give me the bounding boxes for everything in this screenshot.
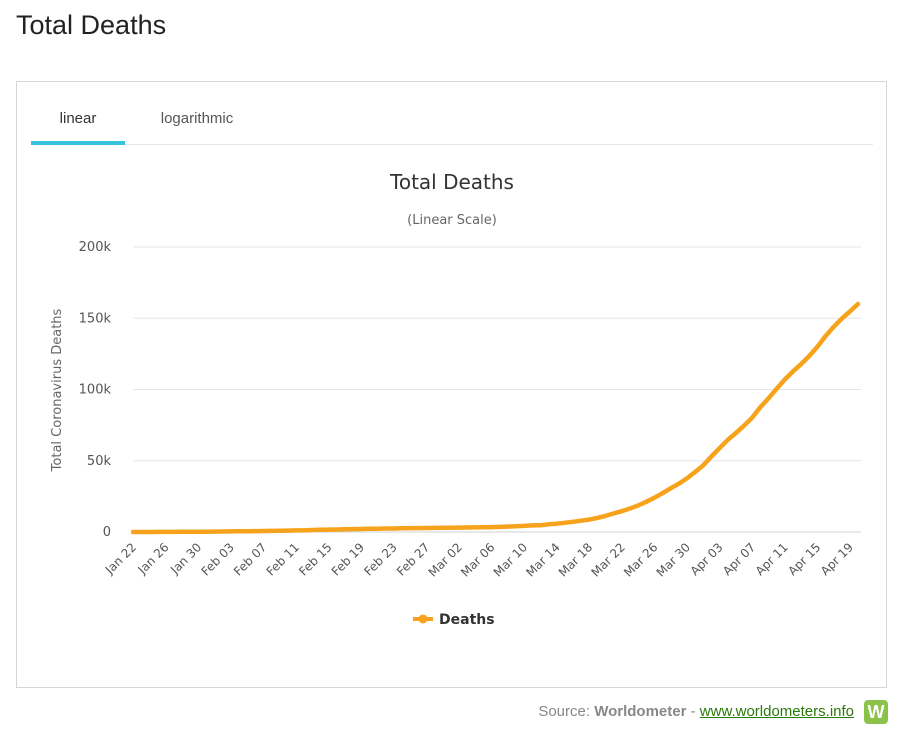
- x-tick-label: Mar 22: [588, 540, 627, 579]
- legend[interactable]: Deaths: [413, 612, 495, 628]
- y-tick-label: 150k: [79, 311, 112, 326]
- chart-subtitle: (Linear Scale): [407, 213, 497, 228]
- series-deaths: [130, 301, 861, 535]
- source-prefix: Source:: [538, 703, 595, 720]
- chart-panel: linear logarithmic: [16, 81, 887, 688]
- y-tick-label: 0: [103, 525, 111, 540]
- x-tick-label: Apr 03: [688, 540, 726, 578]
- x-tick-label: Feb 19: [329, 540, 367, 578]
- worldometer-logo-icon[interactable]: W: [864, 700, 888, 724]
- x-tick-label: Mar 10: [491, 540, 530, 579]
- x-tick-label: Apr 07: [720, 540, 758, 578]
- source-name: Worldometer: [594, 703, 687, 720]
- x-tick-label: Apr 19: [818, 540, 856, 578]
- y-tick-label: 200k: [79, 240, 112, 255]
- legend-label-deaths: Deaths: [439, 612, 495, 628]
- tab-linear[interactable]: linear: [31, 104, 125, 145]
- y-axis-ticks: 0 50k 100k 150k 200k: [79, 240, 112, 540]
- tab-logarithmic[interactable]: logarithmic: [139, 104, 255, 144]
- tab-active-indicator: [31, 141, 125, 145]
- chart-title: Total Deaths: [389, 170, 514, 194]
- source-credit: Source: Worldometer - www.worldometers.i…: [538, 703, 854, 720]
- x-tick-label: Mar 18: [556, 540, 595, 579]
- y-tick-label: 50k: [87, 454, 112, 469]
- x-tick-label: Mar 06: [458, 540, 497, 579]
- x-tick-label: Apr 11: [753, 540, 791, 578]
- x-tick-label: Mar 02: [426, 540, 465, 579]
- x-tick-label: Feb 27: [394, 540, 432, 578]
- x-tick-label: Jan 26: [135, 540, 172, 577]
- series-line-deaths: [130, 301, 861, 535]
- legend-marker: [418, 614, 428, 624]
- x-tick-label: Mar 30: [654, 540, 693, 579]
- y-axis-label: Total Coronavirus Deaths: [50, 308, 65, 472]
- scale-tabs: linear logarithmic: [31, 104, 873, 145]
- x-tick-label: Feb 15: [296, 540, 334, 578]
- x-tick-label: Feb 03: [198, 540, 236, 578]
- source-separator: -: [686, 703, 700, 720]
- tab-linear-label: linear: [59, 110, 97, 127]
- x-tick-label: Jan 22: [102, 540, 139, 577]
- x-tick-label: Mar 14: [523, 540, 562, 579]
- x-tick-label: Apr 15: [785, 540, 823, 578]
- tab-logarithmic-label: logarithmic: [160, 110, 234, 127]
- grid-lines: [133, 246, 861, 533]
- y-tick-label: 100k: [79, 383, 112, 398]
- page-title: Total Deaths: [16, 10, 167, 40]
- source-link[interactable]: www.worldometers.info: [699, 703, 854, 720]
- x-tick-label: Jan 30: [167, 540, 204, 577]
- x-tick-label: Feb 07: [231, 540, 269, 578]
- x-tick-label: Mar 26: [621, 540, 660, 579]
- x-tick-label: Feb 11: [264, 540, 302, 578]
- x-tick-label: Feb 23: [361, 540, 399, 578]
